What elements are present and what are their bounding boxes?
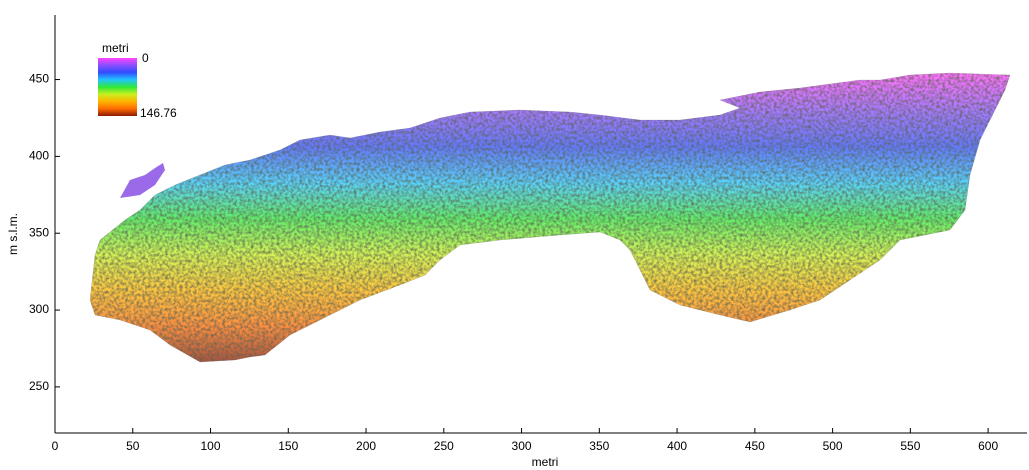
x-tick-label: 50	[126, 439, 140, 453]
x-tick-label: 350	[589, 439, 609, 453]
x-axis-label: metri	[532, 455, 559, 469]
colorbar-max-label: 146.76	[140, 106, 177, 120]
x-tick-label: 0	[52, 439, 59, 453]
colorbar-title: metri	[102, 41, 129, 55]
x-tick-label: 250	[434, 439, 454, 453]
y-axis-label: m s.l.m.	[6, 213, 20, 255]
y-tick-label: 250	[29, 379, 49, 393]
x-tick-label: 200	[356, 439, 376, 453]
chart: metri 0 146.76 metri m s.l.m. 0 50 100 150 2…	[0, 0, 1029, 470]
y-tick-label: 450	[29, 72, 49, 86]
colorbar-min-label: 0	[142, 51, 149, 65]
x-tick-label: 300	[512, 439, 532, 453]
x-tick-label: 550	[900, 439, 920, 453]
y-tick-label: 300	[29, 302, 49, 316]
terrain-island	[120, 163, 165, 198]
x-tick-label: 500	[823, 439, 843, 453]
colorbar	[98, 58, 137, 116]
x-tick-label: 450	[745, 439, 765, 453]
terrain	[90, 73, 1010, 362]
x-tick-label: 400	[667, 439, 687, 453]
y-tick-label: 400	[29, 149, 49, 163]
terrain-texture	[90, 73, 1010, 362]
x-tick-label: 150	[278, 439, 298, 453]
x-tick-label: 100	[201, 439, 221, 453]
x-tick-label: 600	[978, 439, 998, 453]
y-tick-label: 350	[29, 225, 49, 239]
